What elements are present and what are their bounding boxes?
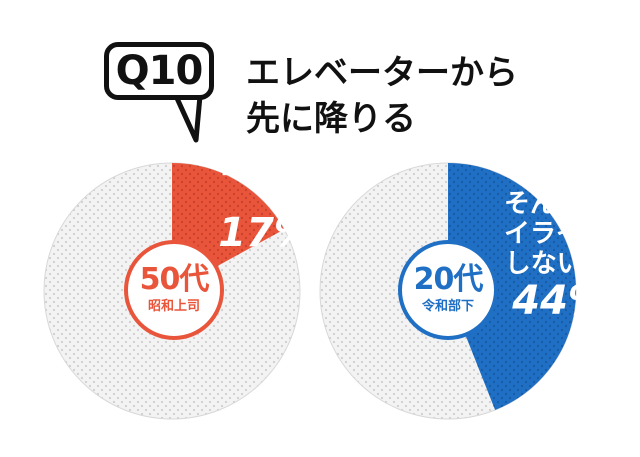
answer-line: イライラ [503,218,608,249]
center-label-20s: 20代 令和部下 [398,240,498,340]
question-number: Q10 [115,48,204,94]
answer-line: しないで [504,248,608,279]
question-title-line1: エレベーターから [246,53,518,93]
relation-label: 昭和上司 [147,299,200,315]
center-label-50s: 50代 昭和上司 [124,240,224,340]
answer-line: する [261,180,314,211]
answer-label-50s: イラッと する 17% [196,151,314,256]
question-title-line2: 先に降りる [246,99,416,139]
percent-label: 44% [512,277,608,324]
answer-label-20s: そんなに イライラ しないで 44% [490,189,608,324]
answer-line: そんなに [503,189,608,219]
pie-1-slice-sonnaniiraira [448,163,576,411]
relation-label: 令和部下 [421,299,474,315]
generation-label: 20代 [413,262,484,298]
percent-label: 17% [218,209,314,256]
question-bubble-tail [173,93,203,143]
question-badge: Q10 [104,42,214,100]
generation-label: 50代 [139,262,210,298]
answer-line: イラッと [209,151,314,181]
